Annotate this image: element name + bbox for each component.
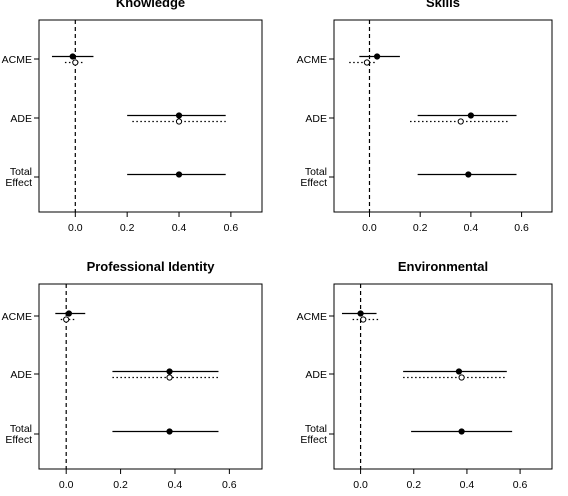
plot-frame bbox=[333, 19, 553, 213]
point-estimate-filled bbox=[455, 368, 463, 375]
panel-title: Environmental bbox=[398, 259, 488, 274]
point-estimate-filled bbox=[465, 171, 472, 178]
panel-3: Professional Identity 0.0 0.2 0.4 0.6 ACME ADE… bbox=[2, 259, 263, 491]
category-label: ADE bbox=[10, 369, 32, 381]
category-label: ACME bbox=[297, 54, 327, 66]
x-tick-label: 0.6 bbox=[224, 222, 239, 234]
panel-title: Skills bbox=[426, 0, 460, 10]
point-estimate-filled bbox=[175, 171, 183, 178]
x-tick-label: 0.0 bbox=[59, 479, 74, 491]
category-label: ACME bbox=[2, 54, 32, 66]
point-estimate-filled bbox=[373, 53, 381, 60]
point-estimate-filled bbox=[166, 428, 173, 435]
category-label: Total Effect bbox=[5, 166, 32, 189]
point-estimate-open bbox=[360, 316, 367, 323]
x-tick-label: 0.6 bbox=[222, 479, 237, 491]
plot-frame bbox=[38, 283, 263, 470]
point-estimate-filled bbox=[65, 310, 73, 317]
category-label: Total Effect bbox=[5, 423, 32, 446]
category-label: ADE bbox=[305, 369, 327, 381]
x-tick-label: 0.2 bbox=[113, 479, 128, 491]
x-tick-label: 0.4 bbox=[172, 222, 187, 234]
category-label: ADE bbox=[305, 113, 327, 125]
x-tick-label: 0.6 bbox=[514, 222, 529, 234]
panel-4: Environmental 0.0 0.2 0.4 0.6 ACME ADE Total Eff… bbox=[297, 259, 553, 491]
panel-title: Professional Identity bbox=[87, 259, 216, 274]
point-estimate-open bbox=[363, 59, 371, 66]
point-estimate-filled bbox=[458, 428, 465, 435]
point-estimate-open bbox=[72, 59, 79, 66]
x-tick-label: 0.0 bbox=[362, 222, 377, 234]
x-tick-label: 0.0 bbox=[68, 222, 83, 234]
category-label: ACME bbox=[297, 311, 327, 323]
x-tick-label: 0.2 bbox=[120, 222, 135, 234]
point-estimate-filled bbox=[467, 112, 474, 119]
point-estimate-filled bbox=[175, 112, 183, 119]
point-estimate-open bbox=[458, 374, 465, 381]
panel-1: Knowledge 0.0 0.2 0.4 0.6 ACME ADE Total Effect bbox=[2, 0, 263, 234]
point-estimate-filled bbox=[357, 310, 364, 317]
category-label: Total Effect bbox=[300, 166, 327, 189]
panel-2: Skills 0.0 0.2 0.4 0.6 ACME ADE Total Effect bbox=[297, 0, 553, 234]
x-tick-label: 0.4 bbox=[168, 479, 183, 491]
x-tick-label: 0.2 bbox=[413, 222, 428, 234]
category-label: Total Effect bbox=[300, 423, 327, 446]
point-estimate-filled bbox=[166, 368, 173, 375]
point-estimate-filled bbox=[69, 53, 76, 60]
point-estimate-open bbox=[175, 118, 183, 125]
point-estimate-open bbox=[63, 316, 70, 323]
x-tick-label: 0.0 bbox=[353, 479, 368, 491]
x-tick-label: 0.4 bbox=[460, 479, 475, 491]
x-tick-label: 0.2 bbox=[406, 479, 421, 491]
category-label: ACME bbox=[2, 311, 32, 323]
plot-frame bbox=[333, 283, 553, 470]
plot-frame bbox=[38, 19, 263, 213]
point-estimate-open bbox=[457, 118, 464, 125]
category-label: ADE bbox=[10, 113, 32, 125]
panel-title: Knowledge bbox=[116, 0, 185, 10]
x-tick-label: 0.6 bbox=[513, 479, 528, 491]
x-tick-label: 0.4 bbox=[464, 222, 479, 234]
point-estimate-open bbox=[166, 374, 173, 381]
